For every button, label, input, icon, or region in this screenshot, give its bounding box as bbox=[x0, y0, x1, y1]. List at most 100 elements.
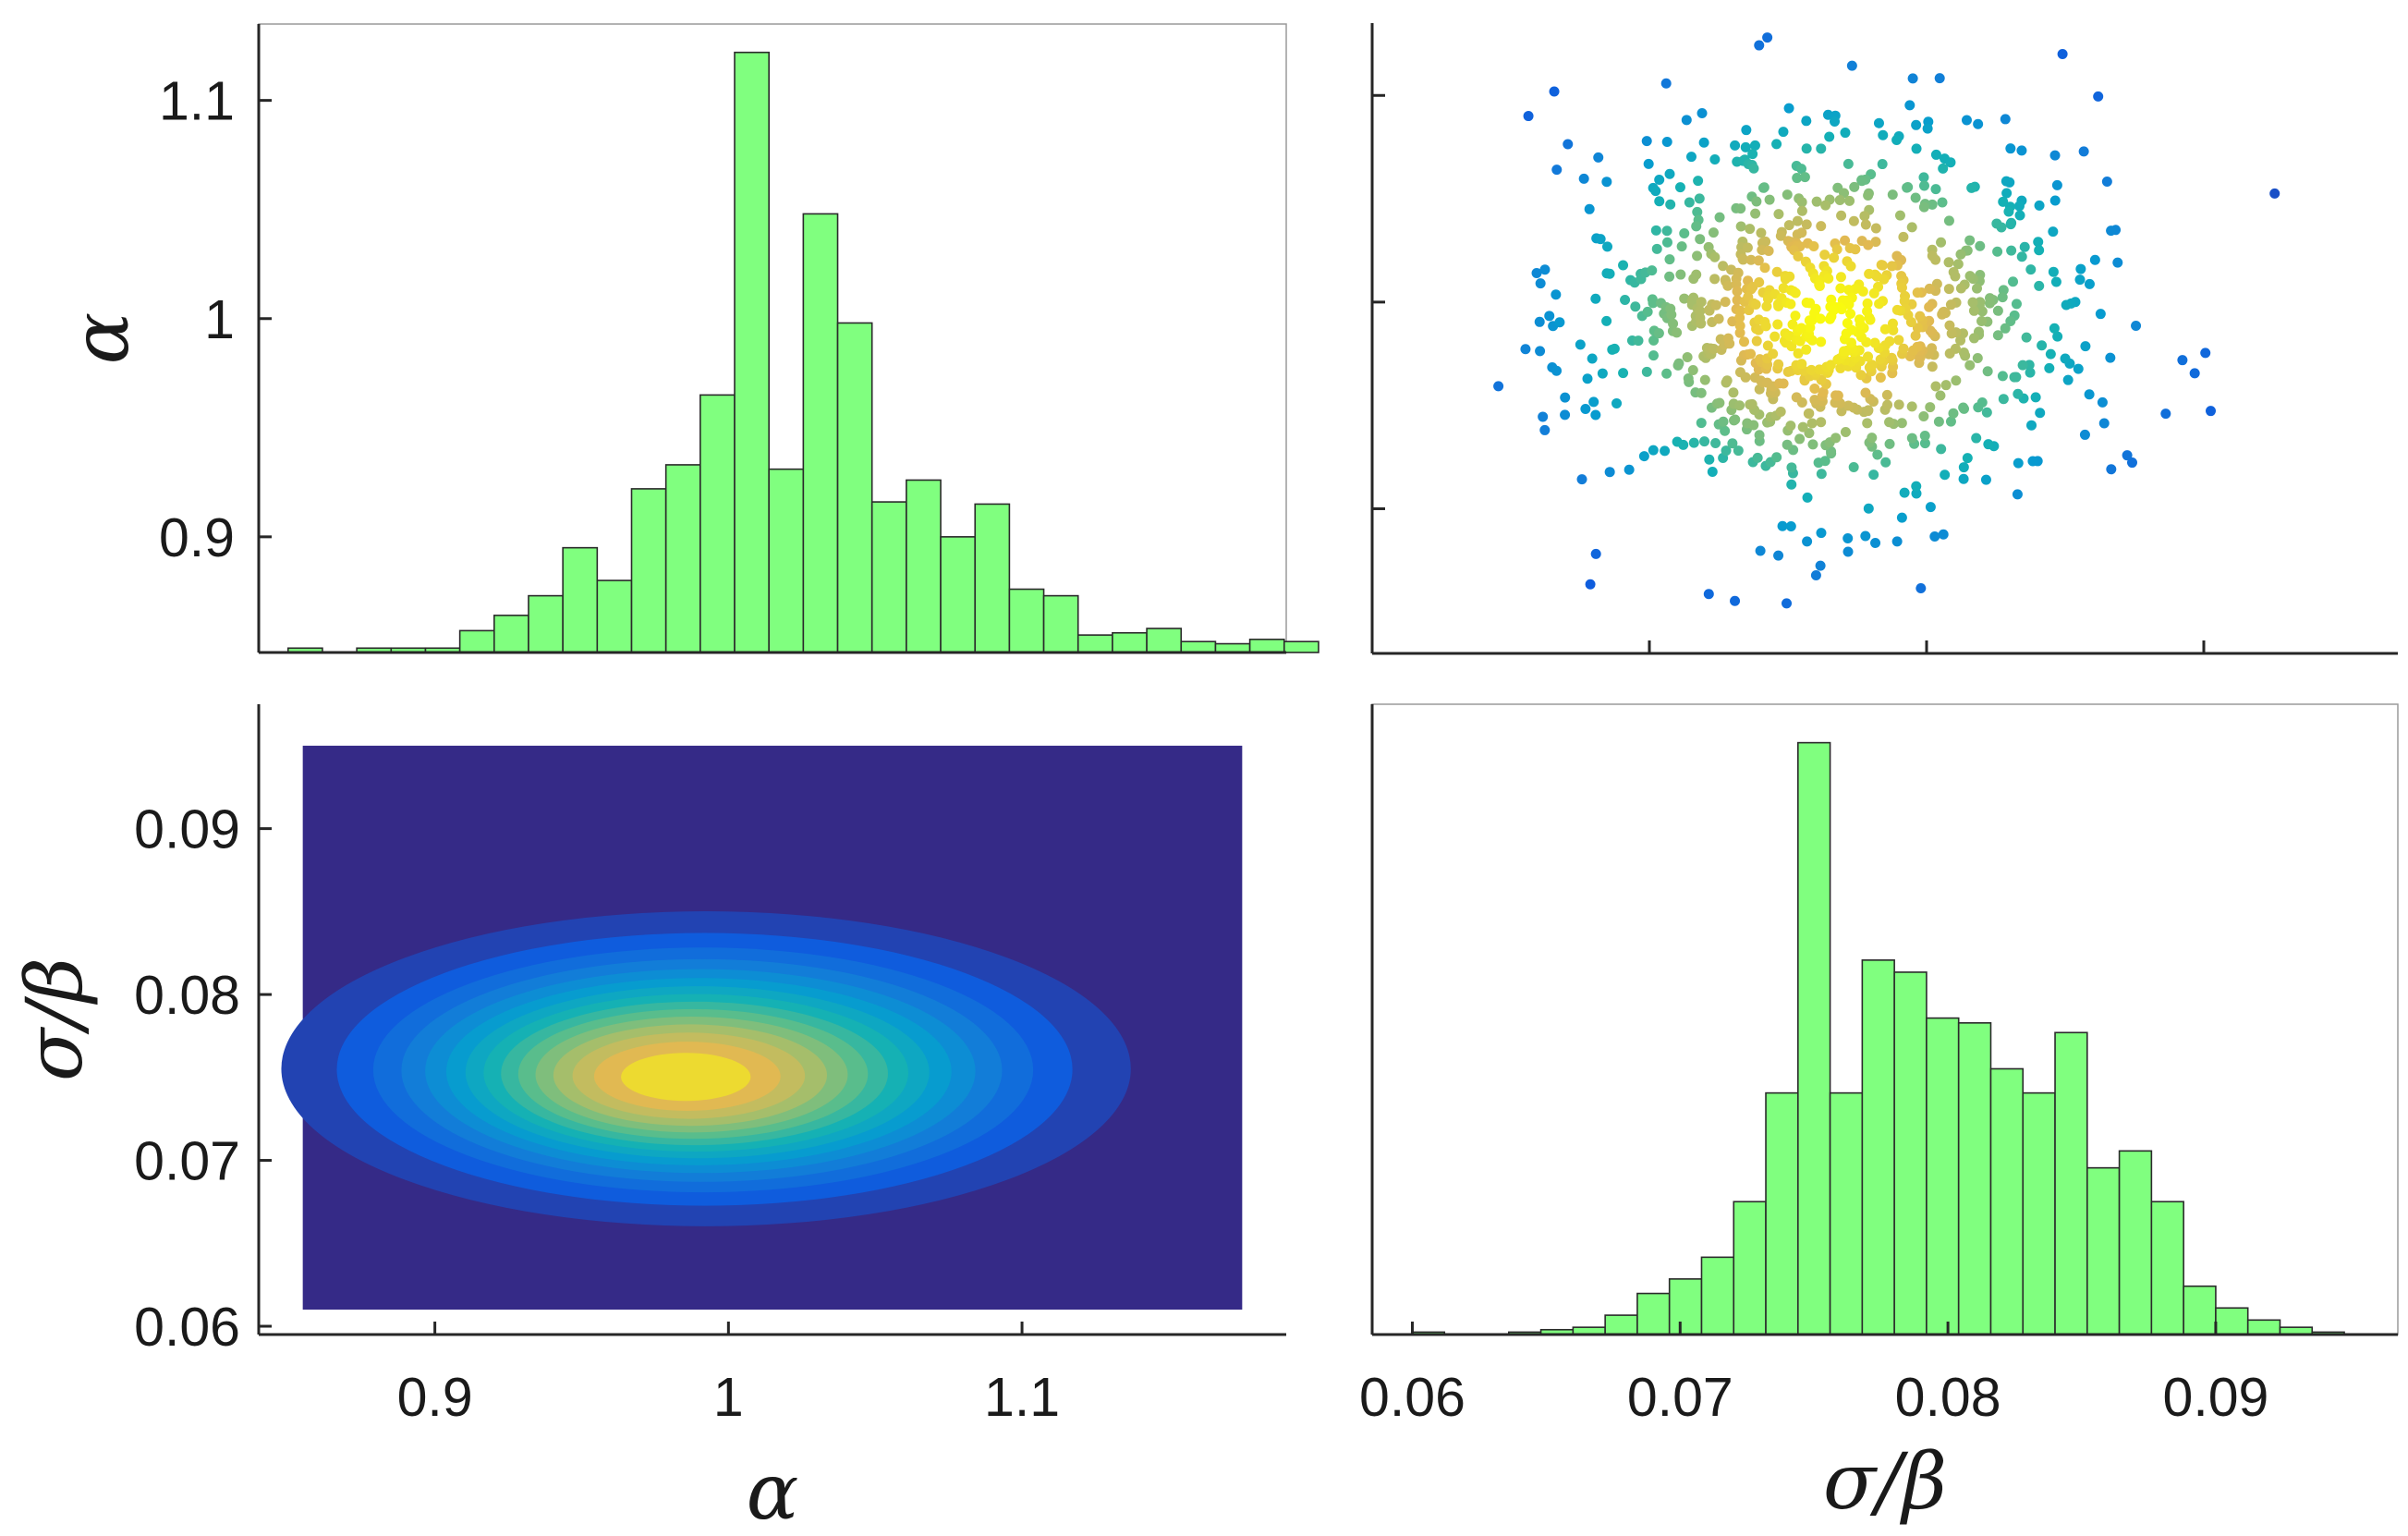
scatter-point bbox=[2034, 245, 2045, 256]
histogram-bar bbox=[1861, 959, 1895, 1335]
scatter-point bbox=[1875, 372, 1886, 384]
scatter-point bbox=[1816, 528, 1827, 539]
scatter-point bbox=[1551, 289, 1562, 300]
scatter-point bbox=[1748, 163, 1759, 174]
scatter-point bbox=[1945, 416, 1956, 427]
histogram-bar bbox=[1076, 634, 1113, 653]
scatter-point bbox=[1703, 589, 1714, 600]
scatter-point bbox=[1866, 360, 1877, 371]
scatter-point bbox=[1784, 271, 1795, 282]
scatter-point bbox=[2050, 276, 2061, 287]
scatter-point bbox=[2106, 464, 2117, 475]
scatter-point bbox=[1580, 404, 1591, 415]
scatter-point bbox=[1676, 241, 1687, 252]
histogram-bar bbox=[493, 615, 529, 653]
scatter-point bbox=[1902, 182, 1913, 193]
panel-scatter bbox=[1370, 23, 2398, 655]
scatter-point bbox=[1710, 438, 1721, 449]
scatter-point bbox=[1775, 230, 1786, 241]
scatter-point bbox=[1696, 318, 1707, 329]
scatter-point bbox=[1992, 330, 2003, 341]
scatter-point bbox=[1493, 381, 1504, 392]
scatter-point bbox=[1796, 197, 1807, 208]
scatter-point bbox=[1859, 211, 1870, 222]
scatter-point bbox=[1930, 381, 1941, 392]
scatter-point bbox=[1862, 418, 1873, 429]
scatter-point bbox=[1751, 335, 1762, 347]
scatter-point bbox=[1968, 305, 1979, 316]
scatter-point bbox=[1842, 318, 1853, 329]
y-axis-label: σ/β bbox=[9, 957, 100, 1081]
scatter-point bbox=[2000, 323, 2011, 334]
scatter-point bbox=[1782, 439, 1793, 450]
scatter-point bbox=[1590, 409, 1601, 421]
scatter-point bbox=[1750, 299, 1761, 310]
scatter-point bbox=[2025, 367, 2036, 378]
scatter-point bbox=[1841, 328, 1852, 339]
scatter-point bbox=[1863, 239, 1874, 250]
scatter-point bbox=[1976, 315, 1988, 326]
scatter-point bbox=[1718, 416, 1729, 427]
scatter-point bbox=[1944, 347, 1955, 359]
y-tick-label: 0.09 bbox=[134, 799, 240, 860]
scatter-point bbox=[1879, 323, 1891, 335]
scatter-point bbox=[1816, 469, 1827, 480]
scatter-point bbox=[1937, 197, 1948, 208]
histogram-bar bbox=[1283, 640, 1320, 653]
scatter-point bbox=[1918, 180, 1929, 191]
scatter-point bbox=[1981, 407, 1992, 418]
scatter-point bbox=[1783, 103, 1794, 114]
scatter-point bbox=[1531, 268, 1542, 279]
scatter-point bbox=[1773, 300, 1784, 311]
histogram-bar bbox=[1042, 594, 1079, 653]
scatter-point bbox=[1823, 273, 1834, 284]
scatter-point bbox=[2048, 226, 2059, 238]
x-tick-label: 0.9 bbox=[397, 1367, 473, 1428]
scatter-point bbox=[1539, 264, 1551, 275]
histogram-bar bbox=[2022, 1091, 2056, 1335]
scatter-point bbox=[1648, 445, 1659, 456]
scatter-point bbox=[1672, 327, 1683, 338]
scatter-point bbox=[1544, 311, 1555, 322]
scatter-point bbox=[1922, 123, 1933, 134]
scatter-point bbox=[2034, 200, 2045, 211]
scatter-point bbox=[1950, 271, 1961, 282]
scatter-point bbox=[1807, 439, 1818, 450]
scatter-point bbox=[1876, 260, 1887, 271]
scatter-point bbox=[1955, 249, 1966, 260]
scatter-point bbox=[1707, 466, 1718, 477]
scatter-point bbox=[1836, 210, 1847, 221]
scatter-point bbox=[1952, 259, 1964, 270]
scatter-point bbox=[1806, 418, 1818, 429]
scatter-point bbox=[1748, 420, 1759, 431]
scatter-point bbox=[1796, 359, 1807, 370]
scatter-point bbox=[2005, 315, 2016, 326]
scatter-point bbox=[2035, 408, 2046, 419]
scatter-point bbox=[2060, 353, 2071, 364]
scatter-point bbox=[1884, 438, 1895, 449]
scatter-point bbox=[1618, 368, 1629, 379]
scatter-point bbox=[1721, 375, 1733, 386]
scatter-point bbox=[1728, 387, 1739, 398]
scatter-point bbox=[1802, 492, 1813, 503]
scatter-point bbox=[1848, 462, 1859, 473]
scatter-point bbox=[1825, 360, 1836, 371]
scatter-point bbox=[2011, 299, 2022, 310]
scatter-point bbox=[1809, 395, 1820, 406]
scatter-point bbox=[1737, 254, 1748, 265]
scatter-point bbox=[1906, 222, 1917, 233]
scatter-point bbox=[2016, 145, 2027, 156]
scatter-point bbox=[1654, 196, 1665, 207]
scatter-point bbox=[2084, 278, 2095, 289]
scatter-point bbox=[1535, 346, 1546, 357]
scatter-point bbox=[1584, 203, 1595, 214]
scatter-point bbox=[1863, 503, 1874, 514]
scatter-point bbox=[1991, 218, 2002, 229]
scatter-point bbox=[1739, 336, 1750, 347]
scatter-point bbox=[1604, 268, 1615, 279]
scatter-point bbox=[1721, 445, 1732, 457]
scatter-point bbox=[1796, 205, 1807, 216]
scatter-point bbox=[2016, 251, 2027, 262]
scatter-point bbox=[1578, 173, 1589, 184]
x-tick-label: 0.06 bbox=[1359, 1367, 1465, 1428]
